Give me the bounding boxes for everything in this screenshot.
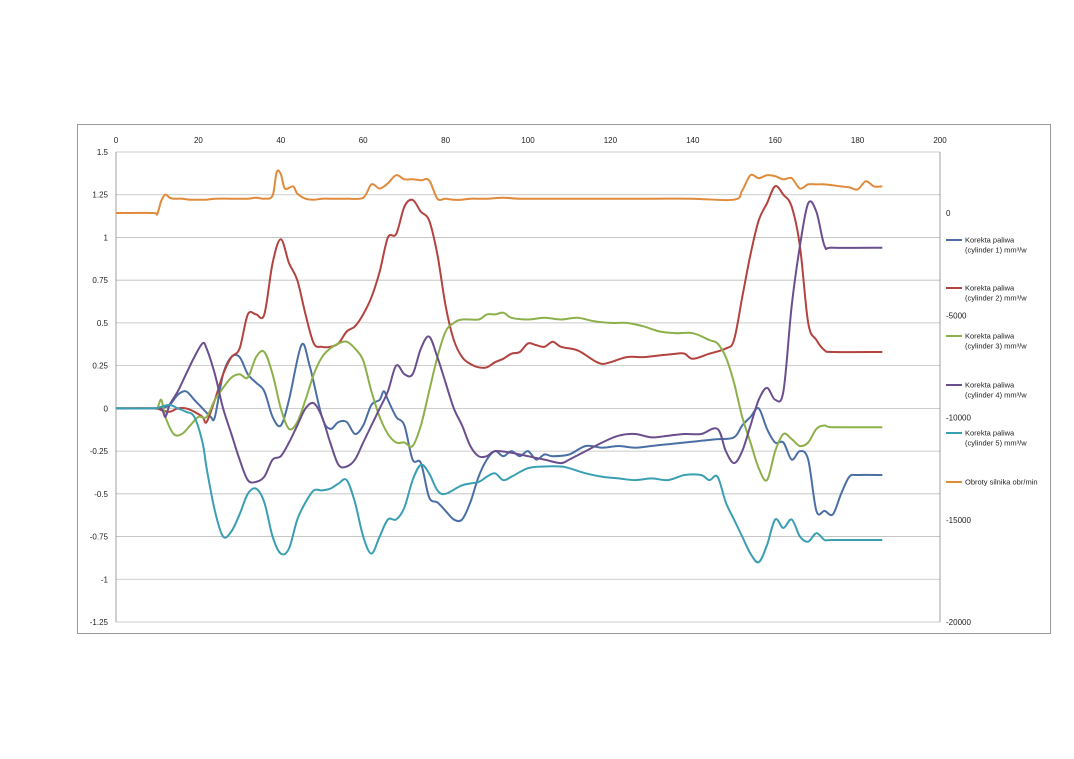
legend-label: Korekta paliwa: [965, 381, 1015, 390]
series-line-1: [116, 342, 883, 523]
legend-label: Korekta paliwa: [965, 236, 1015, 245]
y-left-tick-label: 0.5: [97, 319, 109, 328]
series-line-5: [115, 403, 883, 564]
legend-label: (cylinder 3) mm³/w: [965, 342, 1027, 351]
x-top-tick-label: 60: [359, 136, 368, 145]
y-left-tick-label: 0.75: [92, 276, 108, 285]
y-right-tick-label: 0: [946, 209, 951, 218]
y-left-tick-label: 0: [104, 404, 109, 413]
legend-label: (cylinder 1) mm³/w: [965, 246, 1027, 255]
y-left-tick-label: -0.25: [90, 447, 109, 456]
y-right-tick-label: -10000: [946, 414, 971, 423]
series-line-2: [115, 185, 883, 424]
y-right-tick-label: -5000: [946, 311, 967, 320]
x-top-tick-label: 80: [441, 136, 450, 145]
chart-frame: 1.5 1.25 1 0.75 0.5 0.25 0 -0.25 -0.5 -0.75 -1 -1.2…: [77, 124, 1051, 634]
legend: Korekta paliwa(cylinder 1) mm³/wKorekta …: [946, 236, 1038, 487]
axis-ticks: 1.5 1.25 1 0.75 0.5 0.25 0 -0.25 -0.5 -0.75 -1 -1.2…: [90, 136, 972, 627]
series-lines: [115, 169, 883, 564]
legend-label: Korekta paliwa: [965, 332, 1015, 341]
x-top-tick-label: 180: [851, 136, 865, 145]
y-left-tick-label: -0.75: [90, 533, 109, 542]
legend-label: (cylinder 4) mm³/w: [965, 391, 1027, 400]
gridlines: [115, 151, 941, 623]
x-top-tick-label: 160: [769, 136, 783, 145]
y-left-tick-label: 1: [104, 233, 109, 242]
x-top-tick-label: 40: [276, 136, 285, 145]
legend-item-3: Korekta paliwa(cylinder 3) mm³/w: [946, 332, 1027, 351]
x-top-tick-label: 200: [933, 136, 947, 145]
y-left-tick-label: -1: [101, 575, 109, 584]
legend-item-1: Korekta paliwa(cylinder 1) mm³/w: [946, 236, 1027, 255]
y-left-tick-label: -0.5: [94, 490, 108, 499]
x-top-tick-label: 100: [521, 136, 535, 145]
legend-label: (cylinder 5) mm³/w: [965, 439, 1027, 448]
legend-item-2: Korekta paliwa(cylinder 2) mm³/w: [946, 284, 1027, 303]
series-line-4: [116, 200, 883, 484]
series-line-6: [115, 169, 883, 216]
x-top-tick-label: 0: [114, 136, 119, 145]
y-right-tick-label: -20000: [946, 618, 971, 627]
series-line-3: [116, 311, 883, 482]
y-right-tick-label: -15000: [946, 516, 971, 525]
legend-item-6: Obroty silnika obr/min: [946, 478, 1038, 487]
legend-label: Obroty silnika obr/min: [965, 478, 1038, 487]
legend-label: (cylinder 2) mm³/w: [965, 294, 1027, 303]
y-left-tick-label: 1.25: [92, 191, 108, 200]
x-top-tick-label: 140: [686, 136, 700, 145]
y-left-tick-label: 1.5: [97, 148, 109, 157]
legend-item-5: Korekta paliwa(cylinder 5) mm³/w: [946, 429, 1027, 448]
legend-item-4: Korekta paliwa(cylinder 4) mm³/w: [946, 381, 1027, 400]
y-left-tick-label: 0.25: [92, 362, 108, 371]
legend-label: Korekta paliwa: [965, 429, 1015, 438]
x-top-tick-label: 120: [604, 136, 618, 145]
legend-label: Korekta paliwa: [965, 284, 1015, 293]
x-top-tick-label: 20: [194, 136, 203, 145]
y-left-tick-label: -1.25: [90, 618, 109, 627]
line-chart: 1.5 1.25 1 0.75 0.5 0.25 0 -0.25 -0.5 -0.75 -1 -1.2…: [90, 136, 1038, 627]
